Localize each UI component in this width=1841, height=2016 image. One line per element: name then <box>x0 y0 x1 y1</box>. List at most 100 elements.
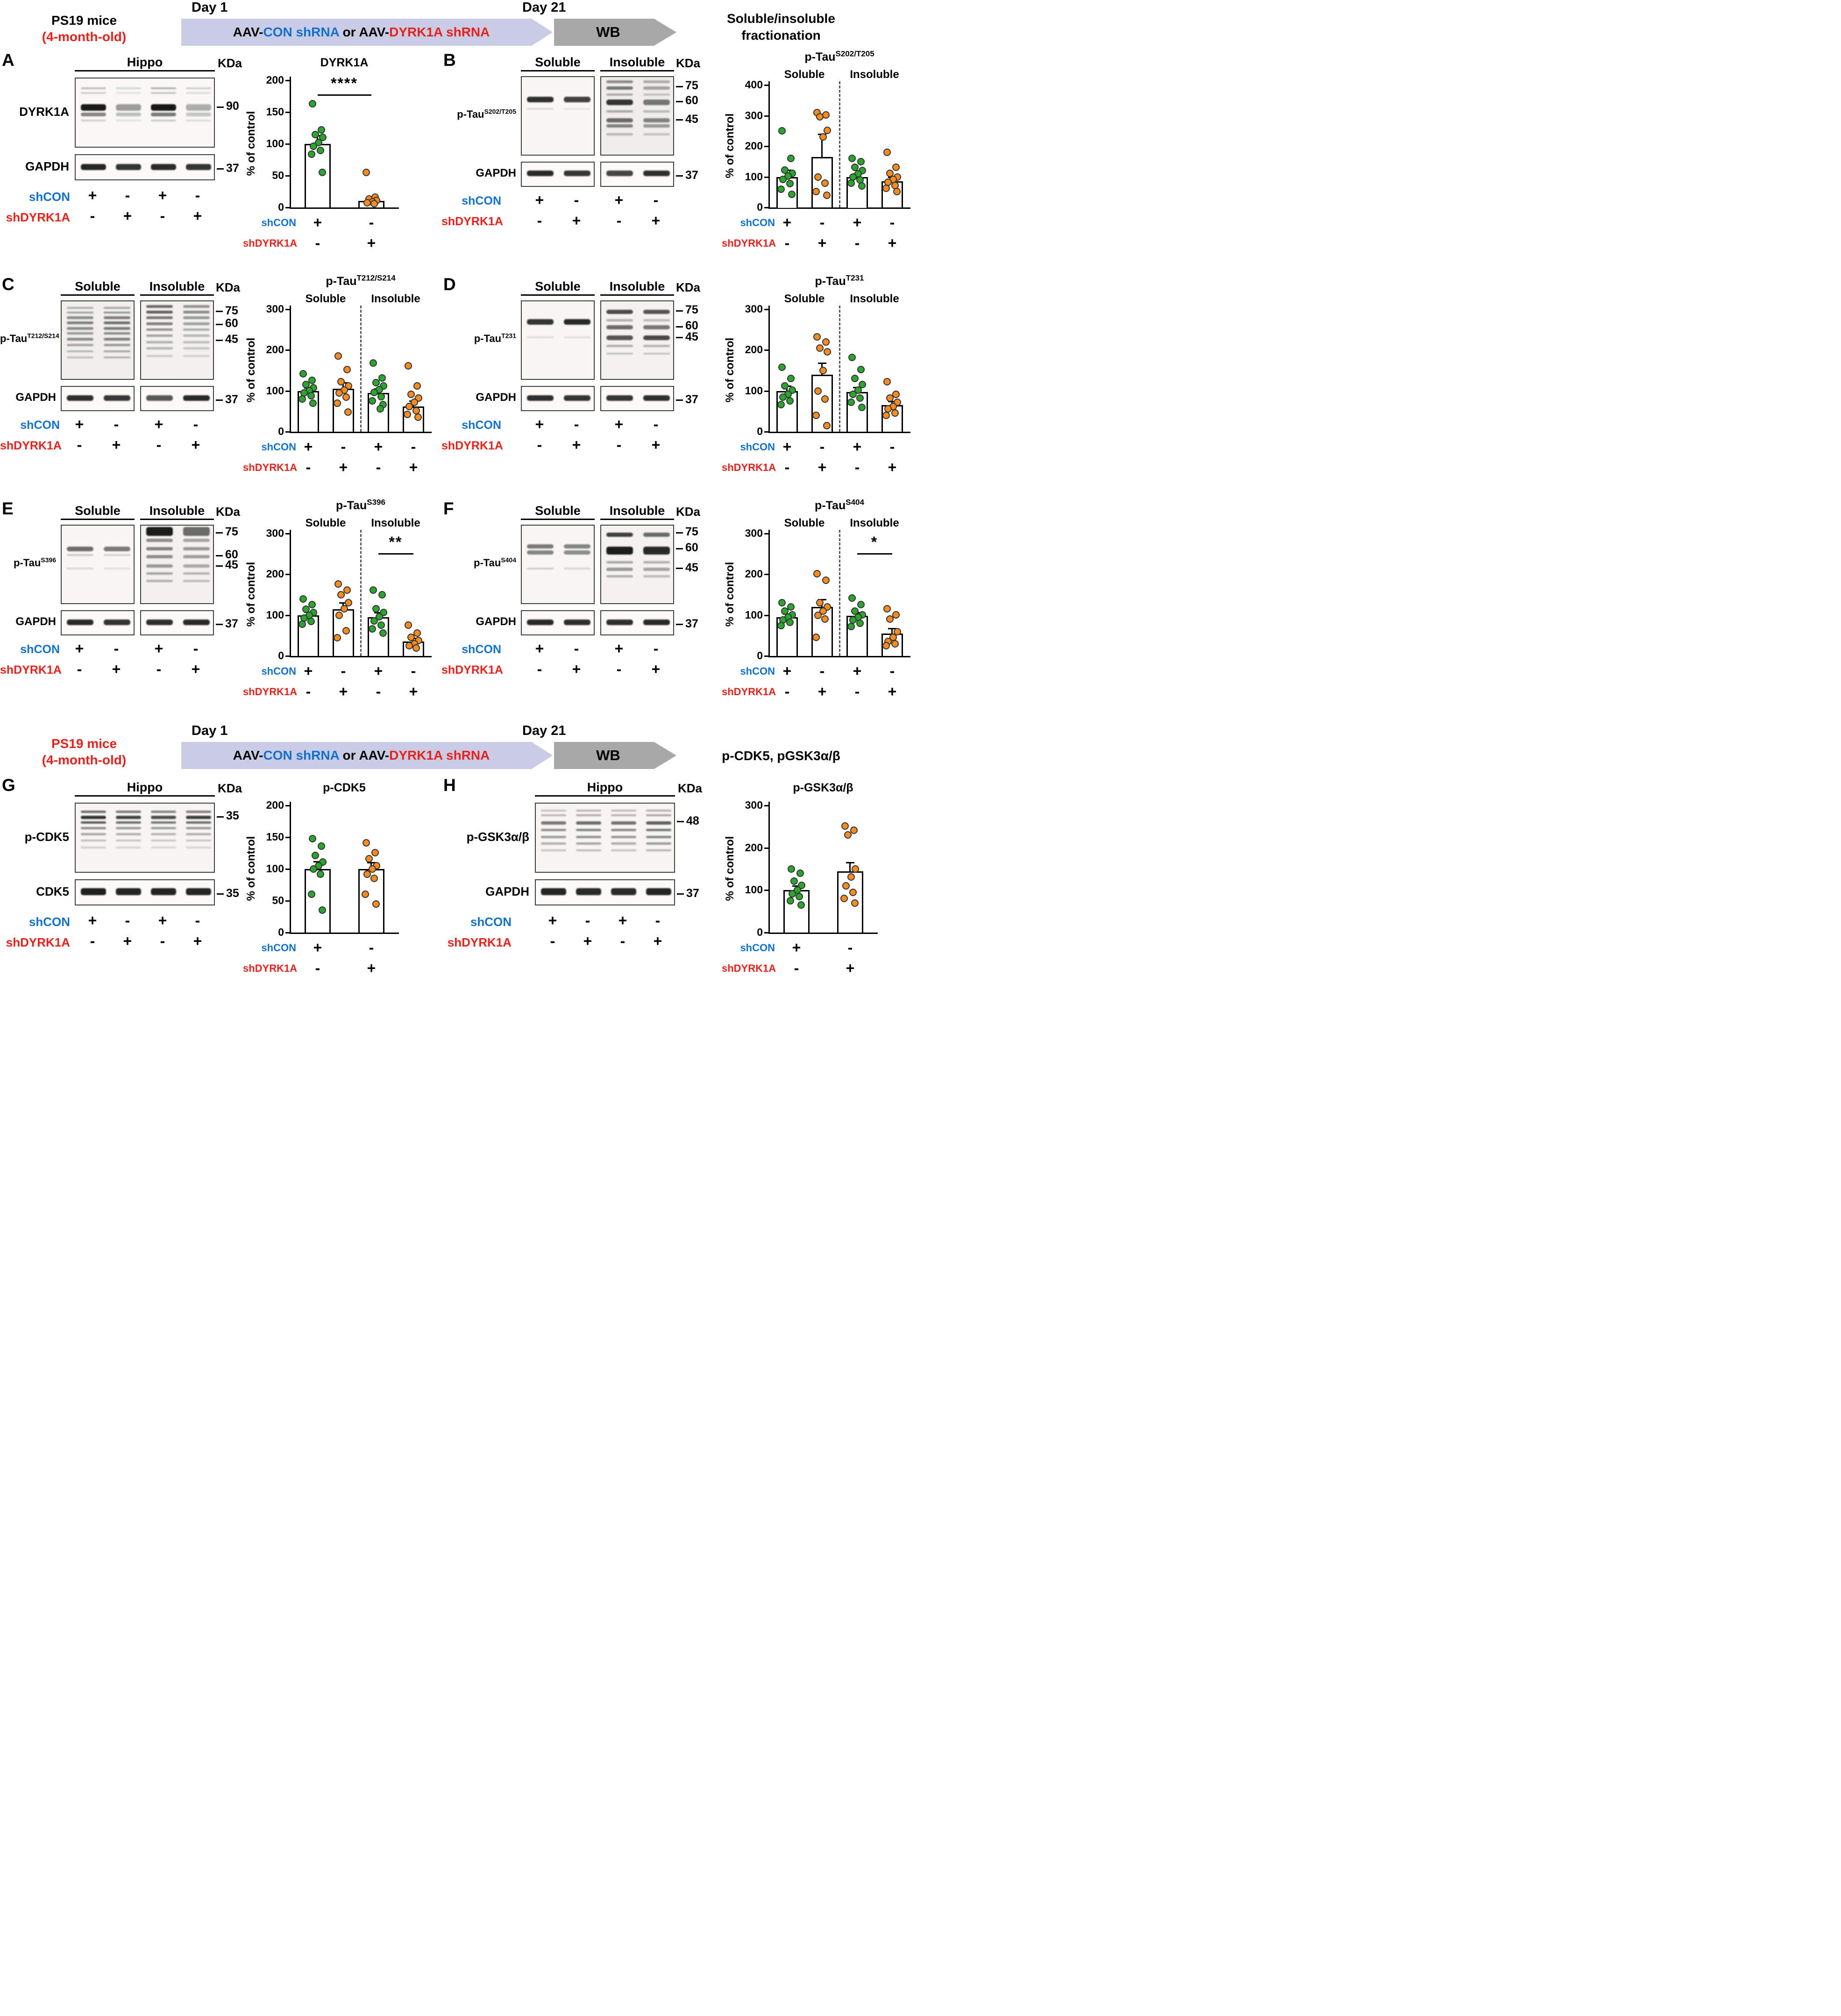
label-superscript: T231 <box>846 273 864 283</box>
blot-band <box>146 555 173 559</box>
y-tick <box>764 431 768 433</box>
blot-band <box>67 395 93 401</box>
shcon-sign: + <box>535 416 544 433</box>
panel-letter: H <box>443 776 456 795</box>
data-point <box>369 625 376 633</box>
data-point <box>309 835 316 842</box>
protein-label: GAPDH <box>0 391 56 404</box>
blot-band <box>646 821 671 825</box>
blot-band <box>146 395 173 401</box>
wb-arrow: WB <box>554 19 676 46</box>
data-point <box>816 113 824 121</box>
data-point <box>344 408 352 416</box>
blot-band <box>576 849 601 851</box>
blot-band <box>151 826 176 829</box>
shdyrk1a-sign: + <box>653 933 662 949</box>
shcon-sign: - <box>585 912 590 929</box>
blot-band <box>643 319 670 322</box>
data-point <box>343 366 351 373</box>
timeline-1: PS19 mice (4-month-old) Day 1 AAV-CON sh… <box>0 0 920 52</box>
y-tick-label: 200 <box>745 841 763 854</box>
y-tick-label: 300 <box>745 799 763 811</box>
loading-blot <box>75 154 215 180</box>
data-point <box>883 378 891 385</box>
protein-label: p-TauS396 <box>0 557 56 569</box>
blot-band <box>81 92 106 94</box>
blot-band <box>606 93 633 96</box>
blot-band <box>186 92 211 94</box>
data-point <box>370 617 378 625</box>
data-point <box>891 409 899 417</box>
data-point <box>377 621 385 629</box>
blot-band <box>186 833 211 835</box>
shdyrk1a-label: shDYRK1A <box>441 439 503 452</box>
blot-band <box>576 835 601 838</box>
insoluble-loading-blot <box>140 610 214 635</box>
kda-label: KDa <box>218 781 242 795</box>
label-base: p-GSK3α/β <box>793 781 853 794</box>
fraction-region-label: Insoluble <box>140 279 214 296</box>
blot-band <box>146 564 173 568</box>
blot-band <box>611 888 636 895</box>
y-tick-label: 150 <box>266 831 284 843</box>
shcon-label: shCON <box>261 217 296 228</box>
fraction-separator <box>360 530 362 656</box>
blot-band <box>67 567 93 570</box>
soluble-blot <box>521 300 595 380</box>
blot-band <box>643 325 670 330</box>
shdyrk1a-sign: - <box>315 235 320 251</box>
blot-band <box>646 814 671 817</box>
blot-band <box>67 620 93 625</box>
fraction-region-label: Soluble <box>521 279 595 296</box>
mouse-line2: (4-month-old) <box>42 29 127 44</box>
shcon-sign: + <box>158 187 167 204</box>
shcon-sign: - <box>819 663 825 679</box>
kda-label: KDa <box>216 280 241 294</box>
blot-band <box>146 527 173 536</box>
y-tick-label: 100 <box>745 883 763 896</box>
blot-band <box>606 319 633 322</box>
blot-band <box>606 561 633 564</box>
aav-banner-arrow: AAV-CON shRNA or AAV-DYRK1A shRNA <box>181 19 553 46</box>
shdyrk1a-sign: - <box>77 436 82 453</box>
mw-marker-line <box>676 337 683 338</box>
significance-line <box>378 553 413 555</box>
blot-band <box>564 550 590 555</box>
mw-marker-line <box>676 399 683 401</box>
label-base: GAPDH <box>485 884 529 898</box>
shdyrk1a-sign: - <box>90 933 95 949</box>
blot-band <box>183 322 210 325</box>
soluble-loading-blot <box>61 386 135 411</box>
fraction-group-label: Insoluble <box>371 292 420 305</box>
blot-band <box>643 344 670 347</box>
blot-band <box>643 546 670 555</box>
data-point <box>413 629 421 637</box>
banner-text-part: AAV- <box>233 25 263 39</box>
fraction-region-label: Insoluble <box>140 504 214 520</box>
blot-band <box>116 840 141 842</box>
data-point <box>882 642 890 649</box>
blot-band <box>606 395 633 401</box>
shcon-sign: + <box>853 214 862 231</box>
shcon-sign: - <box>655 912 661 929</box>
panel-E: E Soluble Insoluble KDa 75 60 45 37 p-TauS396 GAP… <box>0 499 441 723</box>
label-base: GAPDH <box>476 391 516 404</box>
protein-label: p-TauT231 <box>441 333 516 345</box>
shcon-sign: - <box>653 416 659 433</box>
y-tick-label: 200 <box>745 140 763 152</box>
y-tick-label: 100 <box>266 862 284 875</box>
kda-label: KDa <box>676 280 701 294</box>
bar <box>811 375 833 432</box>
blot-band <box>104 356 130 358</box>
data-point <box>814 173 822 181</box>
blot-band <box>104 350 130 352</box>
data-point <box>412 644 420 652</box>
data-point <box>787 603 795 611</box>
blot-band <box>576 829 601 832</box>
data-point <box>413 382 421 390</box>
blot-band <box>146 580 173 583</box>
data-point <box>819 607 827 615</box>
label-base: p-Tau <box>326 275 357 288</box>
data-point <box>848 155 856 162</box>
mw-marker-line <box>677 821 684 822</box>
